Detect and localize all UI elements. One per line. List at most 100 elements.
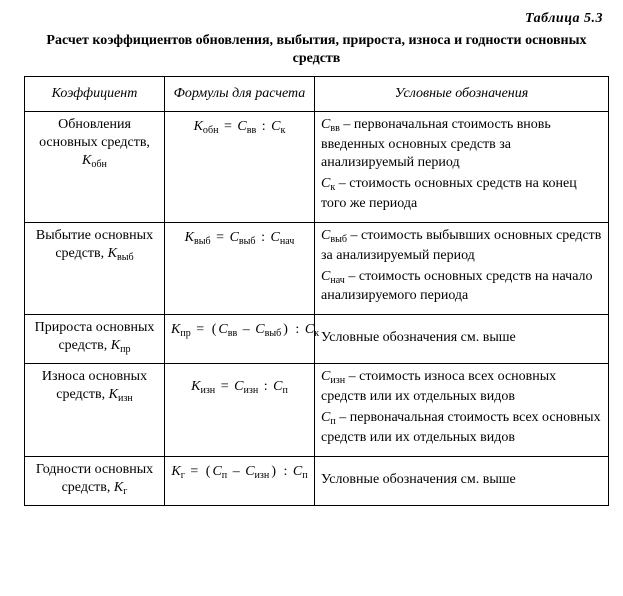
sym-C: C bbox=[321, 117, 330, 132]
notation-cell: Условные обозначения см. выше bbox=[315, 315, 609, 364]
notation-cell: Cвыб – стоимость выбывших основных средс… bbox=[315, 222, 609, 315]
sym-C-nach: Cнач bbox=[321, 269, 345, 284]
notation-line: Cнач – стоимость основных средств на нач… bbox=[321, 268, 602, 306]
table-row: Выбытие основных средств, Kвыб Kвыб = Cв… bbox=[25, 222, 609, 315]
notation-cell: Cвв – первоначальная стоимость вновь вве… bbox=[315, 112, 609, 223]
notation-line: Cвв – первоначальная стоимость вновь вве… bbox=[321, 116, 602, 172]
formula-cell: Kизн = Cизн : Cп bbox=[165, 364, 315, 457]
f-sub: п bbox=[302, 470, 307, 481]
f-C: C bbox=[245, 464, 254, 479]
op-minus: – bbox=[241, 322, 252, 337]
coef-name-cell: Годности основных средств, Kг bbox=[25, 456, 165, 505]
op-eq: = bbox=[219, 379, 231, 394]
coef-name-cell: Обновления основных средств, Kобн bbox=[25, 112, 165, 223]
op-div: : bbox=[259, 230, 267, 245]
table-row: Годности основных средств, Kг Kг = (Cп –… bbox=[25, 456, 609, 505]
notation-text: – стоимость основных средств на конец то… bbox=[321, 176, 577, 211]
f-C: C bbox=[212, 464, 221, 479]
f-sub: выб bbox=[194, 236, 211, 247]
coef-symbol: Kвыб bbox=[108, 246, 134, 261]
f-sub: г bbox=[181, 470, 185, 481]
sym-sub: выб bbox=[330, 234, 347, 245]
op-eq: = bbox=[188, 464, 200, 479]
formula-cell: Kг = (Cп – Cизн) : Cп bbox=[165, 456, 315, 505]
coef-name-text: Прироста основных средств, bbox=[35, 320, 155, 353]
notation-text: Условные обозначения см. выше bbox=[321, 472, 516, 487]
header-notation: Условные обозначения bbox=[315, 77, 609, 112]
notation-line: Cизн – стоимость износа всех основных ср… bbox=[321, 368, 602, 406]
f-C: C bbox=[305, 322, 314, 337]
coef-name-cell: Износа основных средств, Kизн bbox=[25, 364, 165, 457]
notation-line: Cвыб – стоимость выбывших основных средс… bbox=[321, 227, 602, 265]
f-sub: вв bbox=[228, 328, 238, 339]
sym-K: K bbox=[108, 246, 117, 261]
op-div: : bbox=[281, 464, 289, 479]
f-C: C bbox=[230, 230, 239, 245]
sym-C: C bbox=[321, 410, 330, 425]
f-sub: вв bbox=[247, 125, 257, 136]
f-C: C bbox=[218, 322, 227, 337]
sym-C-izn: Cизн bbox=[321, 369, 345, 384]
sym-sub: г bbox=[123, 486, 127, 497]
f-C: C bbox=[293, 464, 302, 479]
sym-K: K bbox=[82, 153, 91, 168]
f-C: C bbox=[237, 119, 246, 134]
coef-name-text: Годности основных средств, bbox=[36, 462, 153, 495]
notation-text: – первоначальная стоимость вновь введенн… bbox=[321, 117, 551, 170]
sym-C: C bbox=[321, 369, 330, 384]
sym-sub: нач bbox=[330, 275, 345, 286]
sym-C-vyb: Cвыб bbox=[321, 228, 347, 243]
header-formula: Формулы для расчета bbox=[165, 77, 315, 112]
notation-line: Cп – первоначальная стоимость всех основ… bbox=[321, 409, 602, 447]
f-sub: п bbox=[282, 385, 287, 396]
op-div: : bbox=[262, 379, 270, 394]
coef-name-text: Обновления основных средств, bbox=[31, 116, 158, 152]
coef-symbol: Kизн bbox=[109, 387, 133, 402]
f-sub: изн bbox=[200, 385, 215, 396]
notation-line: Cк – стоимость основных средств на конец… bbox=[321, 175, 602, 213]
formula: Kобн = Cвв : Cк bbox=[194, 119, 286, 134]
table-row: Обновления основных средств, Kобн Kобн =… bbox=[25, 112, 609, 223]
coef-name-text: Выбытие основных средств, bbox=[36, 228, 153, 261]
table-row: Прироста основных средств, Kпр Kпр = (Cв… bbox=[25, 315, 609, 364]
notation-cell: Cизн – стоимость износа всех основных ср… bbox=[315, 364, 609, 457]
coef-symbol: Kпр bbox=[111, 338, 131, 353]
sym-C: C bbox=[321, 228, 330, 243]
coef-symbol: Kг bbox=[114, 480, 127, 495]
op-eq: = bbox=[214, 230, 226, 245]
op-div: : bbox=[293, 322, 301, 337]
f-C: C bbox=[255, 322, 264, 337]
op-eq: = bbox=[222, 119, 234, 134]
sym-C-k: Cк bbox=[321, 176, 335, 191]
header-coefficient: Коэффициент bbox=[25, 77, 165, 112]
sym-sub: изн bbox=[118, 393, 133, 404]
formula-cell: Kпр = (Cвв – Cвыб) : Cк bbox=[165, 315, 315, 364]
op-div: : bbox=[260, 119, 268, 134]
formula-cell: Kвыб = Cвыб : Cнач bbox=[165, 222, 315, 315]
f-sub: изн bbox=[243, 385, 258, 396]
coefficients-table: Коэффициент Формулы для расчета Условные… bbox=[24, 76, 609, 505]
sym-sub: изн bbox=[330, 375, 345, 386]
sym-K: K bbox=[114, 480, 123, 495]
sym-sub: выб bbox=[117, 252, 134, 263]
notation-text: – первоначальная стоимость всех основных… bbox=[321, 410, 601, 445]
sym-K: K bbox=[111, 338, 120, 353]
op-rp: ) bbox=[269, 464, 278, 479]
formula-cell: Kобн = Cвв : Cк bbox=[165, 112, 315, 223]
sym-sub: пр bbox=[120, 344, 130, 355]
f-sub: выб bbox=[265, 328, 282, 339]
op-rp: ) bbox=[281, 322, 290, 337]
table-row: Износа основных средств, Kизн Kизн = Cиз… bbox=[25, 364, 609, 457]
coef-symbol: Kобн bbox=[82, 153, 107, 168]
f-K: K bbox=[171, 464, 180, 479]
formula: Kвыб = Cвыб : Cнач bbox=[185, 230, 295, 245]
op-minus: – bbox=[231, 464, 242, 479]
sym-C-p: Cп bbox=[321, 410, 336, 425]
f-sub: обн bbox=[203, 125, 219, 136]
notation-text: – стоимость износа всех основных средств… bbox=[321, 369, 556, 404]
f-sub: п bbox=[222, 470, 227, 481]
op-eq: = bbox=[194, 322, 206, 337]
table-number: Таблица 5.3 bbox=[24, 10, 603, 28]
sym-C: C bbox=[321, 176, 330, 191]
f-sub: изн bbox=[255, 470, 270, 481]
